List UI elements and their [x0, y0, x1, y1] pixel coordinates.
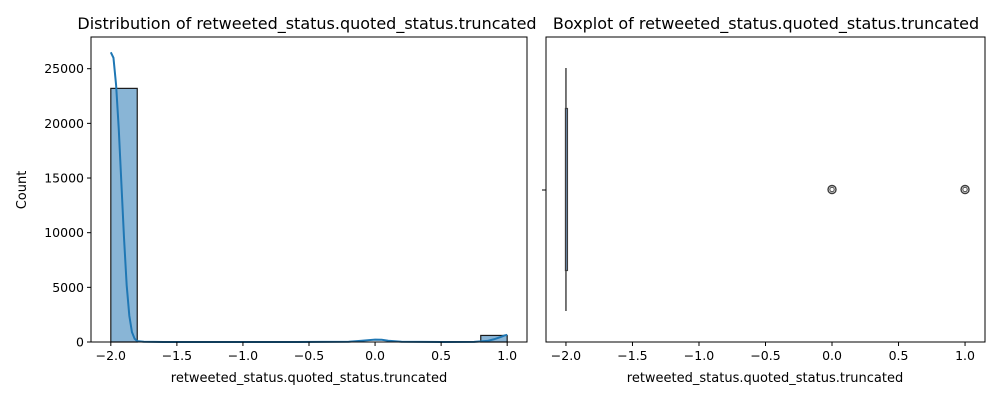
x-tick-label: 0.5: [431, 348, 451, 363]
x-tick-label: −2.0: [551, 348, 581, 363]
outlier-point: [827, 184, 837, 195]
y-tick-label: 0: [76, 335, 84, 350]
y-tick-label: 10000: [44, 225, 84, 240]
y-tick-label: 15000: [44, 171, 84, 186]
outlier-point-inner: [962, 186, 968, 193]
boxplot-title: Boxplot of retweeted_status.quoted_statu…: [553, 14, 979, 34]
x-tick-label: −1.5: [162, 348, 192, 363]
boxplot-panel: Boxplot of retweeted_status.quoted_statu…: [542, 14, 986, 386]
x-tick-label: 0.5: [889, 348, 909, 363]
y-tick-label: 5000: [52, 280, 84, 295]
histogram-panel: Distribution of retweeted_status.quoted_…: [15, 14, 537, 386]
x-tick-label: 1.0: [497, 348, 517, 363]
histogram-axes-frame: [90, 36, 528, 343]
boxplot-marks: [564, 68, 970, 311]
outlier-point-inner: [829, 186, 835, 193]
boxplot-axes-frame: [545, 36, 986, 343]
x-tick-label: −0.5: [294, 348, 324, 363]
x-tick-label: 0.0: [365, 348, 385, 363]
x-tick-label: 1.0: [955, 348, 975, 363]
x-tick-label: −1.5: [617, 348, 647, 363]
kde-curve: [109, 51, 508, 344]
histogram-bars: [110, 87, 508, 343]
histogram-x-ticks: −2.0 −1.5 −1.0 −0.5 0.0 0.5 1.0: [96, 342, 517, 363]
x-tick-label: −2.0: [96, 348, 126, 363]
histogram-y-axis-label: Count: [15, 171, 30, 210]
x-tick-label: −1.0: [228, 348, 258, 363]
histogram-bar: [110, 87, 138, 343]
outlier-point: [960, 184, 970, 195]
y-tick-label: 25000: [44, 61, 84, 76]
boxplot-x-axis-label: retweeted_status.quoted_status.truncated: [627, 371, 903, 386]
x-tick-label: 0.0: [822, 348, 842, 363]
histogram-x-axis-label: retweeted_status.quoted_status.truncated: [171, 371, 447, 386]
histogram-title: Distribution of retweeted_status.quoted_…: [77, 14, 536, 34]
y-tick-label: 20000: [44, 116, 84, 131]
x-tick-label: −1.0: [684, 348, 714, 363]
x-tick-label: −0.5: [750, 348, 780, 363]
box-body: [564, 107, 569, 272]
boxplot-x-ticks: −2.0 −1.5 −1.0 −0.5 0.0 0.5 1.0: [551, 342, 975, 363]
histogram-y-ticks: 0 5000 10000 15000 20000 25000: [44, 61, 91, 350]
